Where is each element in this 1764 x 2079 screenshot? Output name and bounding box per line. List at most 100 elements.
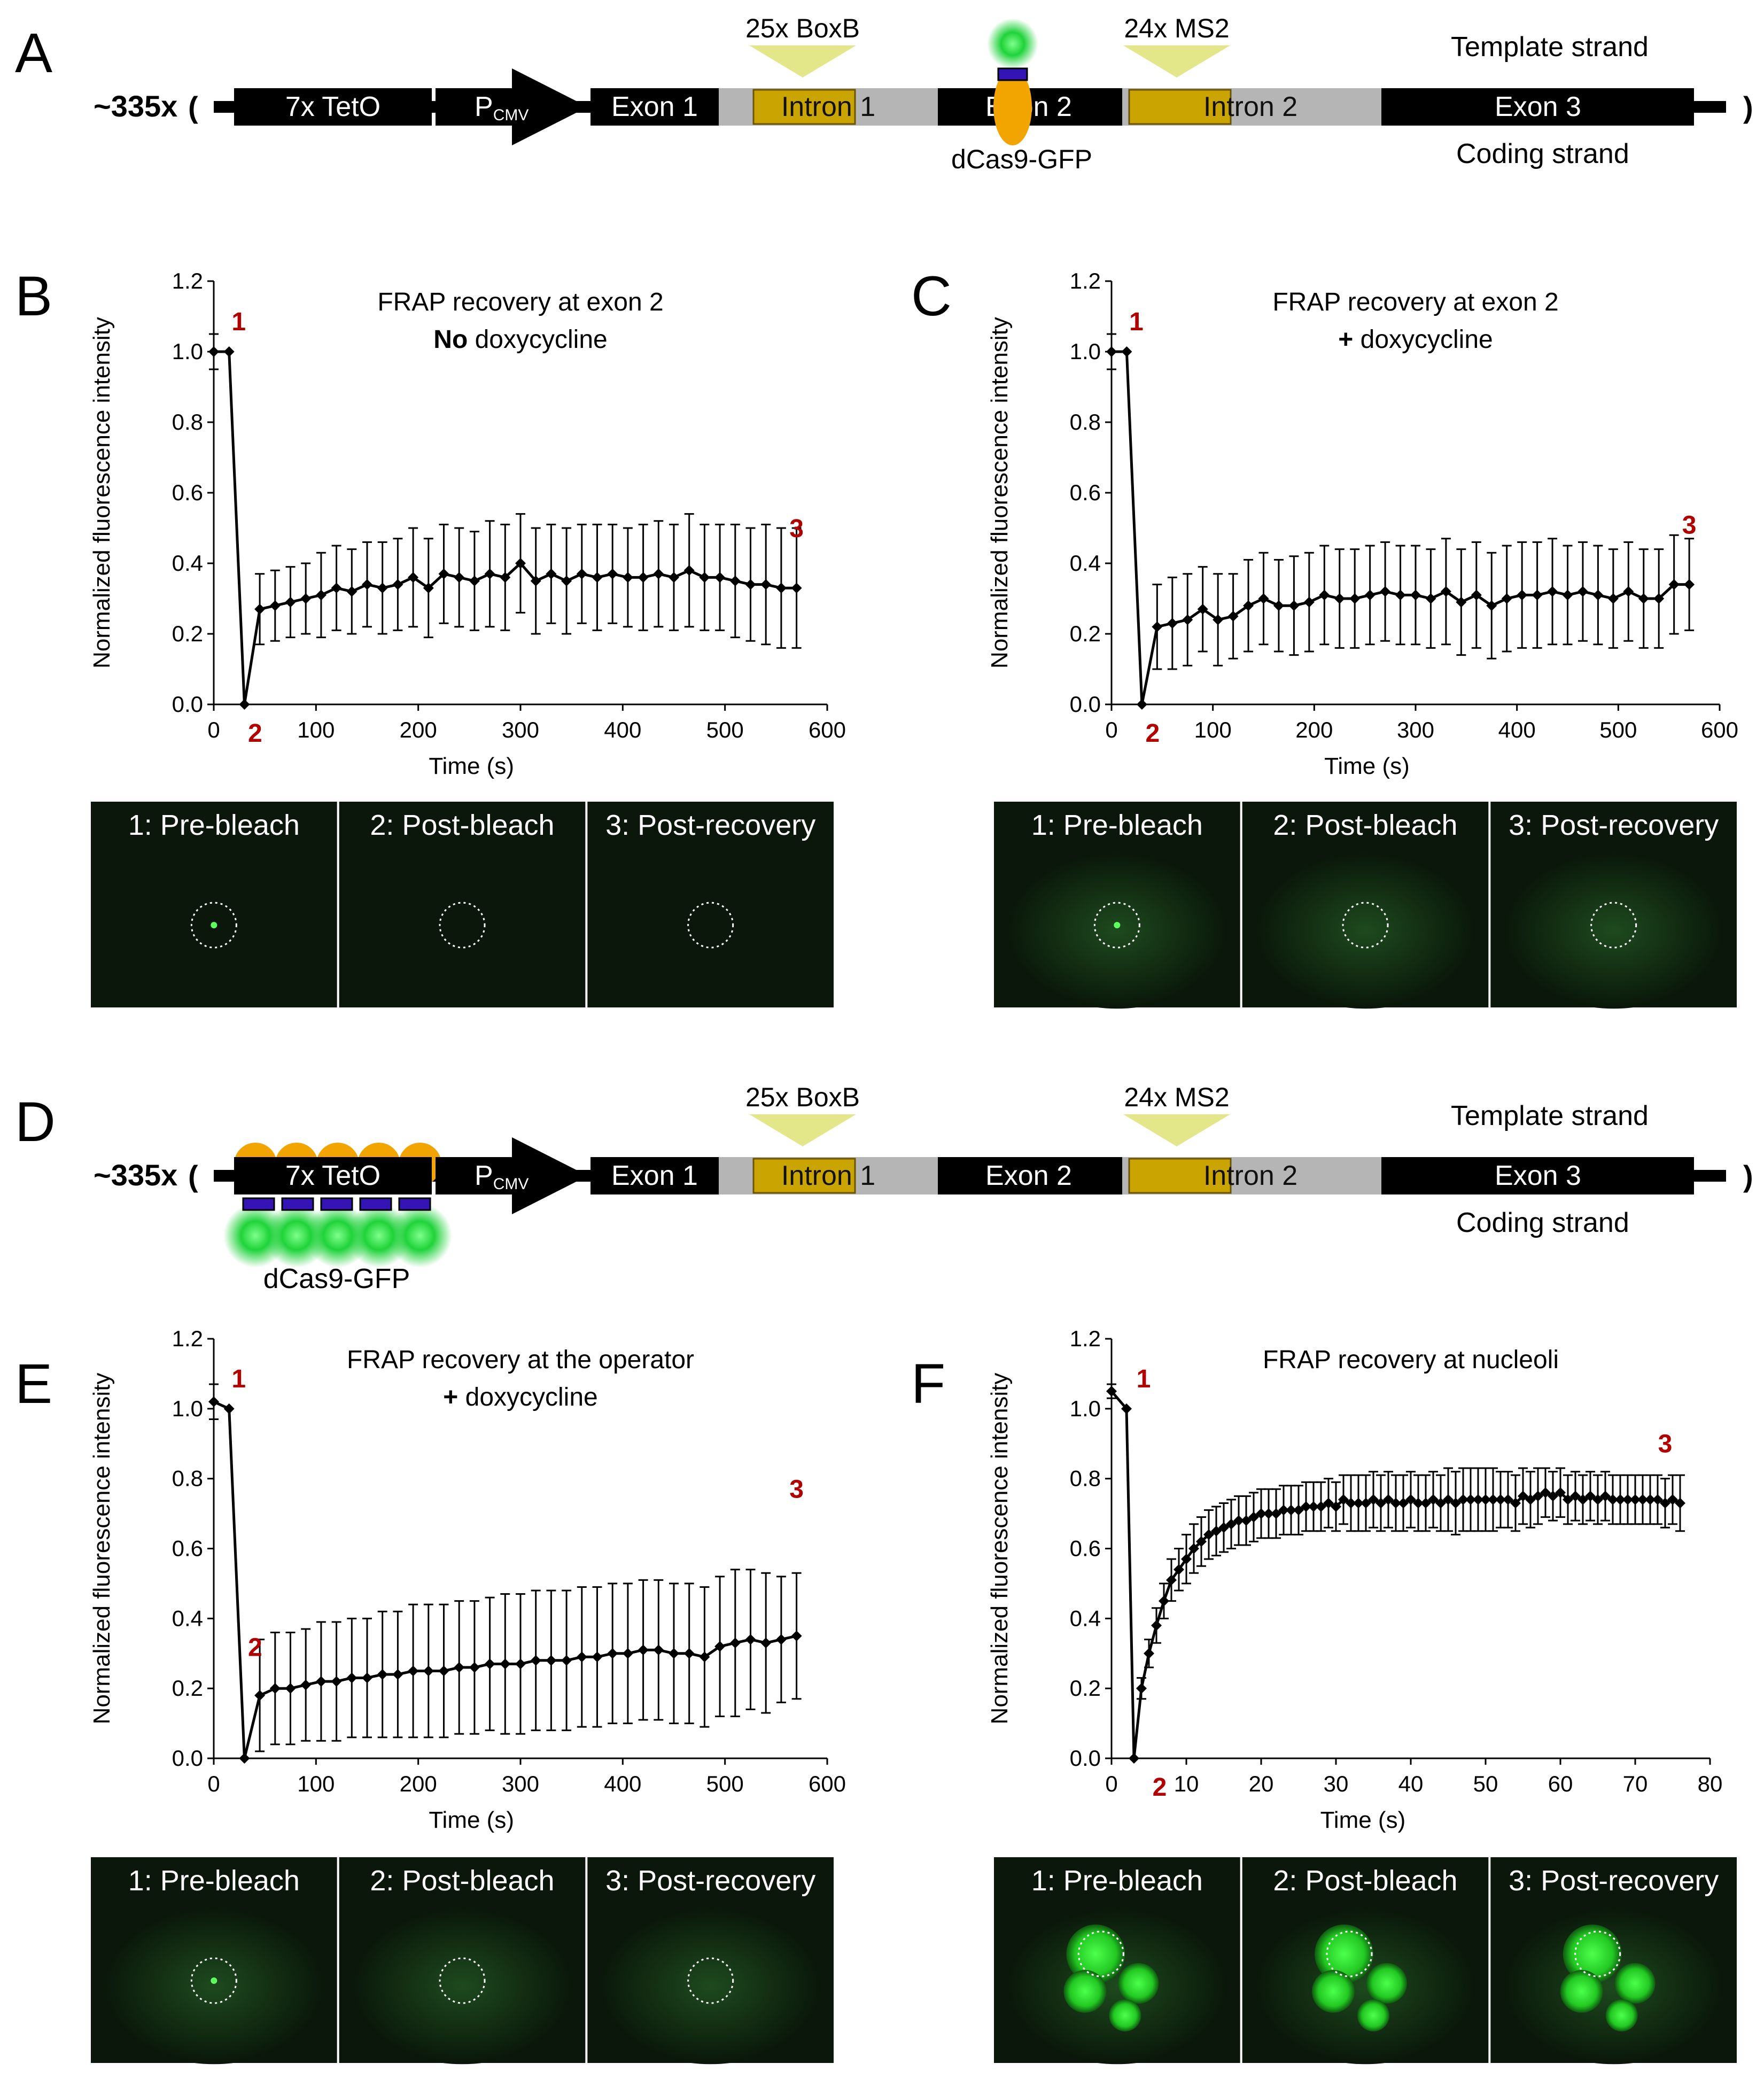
coding-strand-d: Coding strand — [1456, 1207, 1629, 1238]
data-point — [515, 558, 526, 569]
point-label-3: 3 — [789, 515, 804, 543]
data-point — [469, 1662, 480, 1673]
y-tick-label: 0.2 — [1070, 621, 1101, 646]
template-strand-d: Template strand — [1451, 1100, 1649, 1131]
data-point — [669, 1648, 679, 1659]
data-point — [285, 596, 296, 608]
data-point — [1458, 1494, 1468, 1505]
data-point — [1562, 589, 1573, 601]
copies-label: ~335x — [94, 89, 177, 123]
copies-label-d: ~335x — [94, 1158, 177, 1192]
data-point — [1525, 1494, 1536, 1505]
exon3-label-d: Exon 3 — [1495, 1160, 1581, 1191]
data-point — [1413, 1498, 1424, 1509]
data-point — [1518, 1491, 1528, 1502]
data-point — [1622, 1494, 1633, 1505]
chart-subtitle: + doxycycline — [443, 1383, 597, 1411]
data-point — [1473, 1494, 1483, 1505]
exon1-box-d — [590, 1157, 719, 1194]
data-point — [438, 568, 449, 579]
x-tick-label: 80 — [1698, 1771, 1723, 1796]
data-point — [1288, 600, 1300, 611]
chart-subtitle: + doxycycline — [1338, 325, 1493, 354]
ms2-label-d: 24x MS2 — [1124, 1082, 1229, 1112]
nucleolus — [1109, 1999, 1141, 2031]
nucleolus — [1560, 1970, 1603, 2013]
chart-title: FRAP recovery at the operator — [347, 1346, 694, 1374]
data-point — [1331, 1501, 1341, 1512]
data-point — [377, 1669, 388, 1680]
x-tick-label: 100 — [297, 1771, 335, 1796]
x-tick-label: 600 — [809, 1771, 846, 1796]
data-point — [546, 568, 557, 579]
open-paren-d: ( — [188, 1159, 198, 1193]
data-point — [223, 1403, 235, 1414]
data-point — [1121, 1403, 1132, 1414]
data-point — [745, 579, 756, 590]
y-axis-label: Normalized fluorescence intensity — [89, 1373, 115, 1725]
y-tick-label: 0.0 — [172, 692, 203, 717]
data-point — [1510, 1498, 1521, 1509]
promoter-label: PCMV — [475, 91, 529, 124]
gfp-spot — [211, 922, 217, 928]
data-point — [1152, 621, 1163, 632]
boxb-region — [752, 89, 856, 125]
data-point — [1338, 1494, 1349, 1505]
data-point — [1645, 1494, 1656, 1505]
point-label-1: 1 — [231, 308, 246, 336]
data-point — [1121, 346, 1132, 357]
data-point — [1667, 1494, 1678, 1505]
teto-label-d: 7x TetO — [285, 1160, 380, 1191]
open-paren: ( — [188, 90, 198, 124]
data-point — [1167, 618, 1178, 629]
data-point — [576, 1651, 587, 1663]
data-point — [1346, 1498, 1356, 1509]
data-point — [1607, 593, 1619, 604]
data-point — [484, 1658, 495, 1670]
point-label-3: 3 — [789, 1476, 804, 1504]
x-tick-label: 200 — [400, 1771, 437, 1796]
micrographs-b: 1: Pre-bleach 2: Post-bleach 3: Post-recov… — [91, 802, 834, 1007]
chart-subtitle-rest: doxycycline — [1353, 325, 1493, 354]
panel-letter-b: B — [15, 265, 52, 328]
panel-a: A ~335x ( 7x TetO PCMV Exon 1 Intron 1 E… — [15, 13, 1753, 174]
y-axis-label: Normalized fluorescence intensity — [89, 317, 115, 669]
micrograph-label: 1: Pre-bleach — [128, 1865, 300, 1897]
point-label-2: 2 — [1153, 1773, 1167, 1802]
data-point — [1390, 1498, 1401, 1509]
cell-body — [1006, 1907, 1228, 2065]
point-label-1: 1 — [1137, 1365, 1151, 1393]
data-point — [362, 1672, 372, 1684]
data-point — [239, 1753, 250, 1764]
data-point — [1376, 1498, 1386, 1509]
data-point — [714, 572, 726, 583]
micrograph-3: 3: Post-recovery — [587, 1857, 834, 2065]
data-point — [1563, 1494, 1573, 1505]
promoter-p-d: P — [475, 1160, 493, 1191]
data-point — [1480, 1494, 1491, 1505]
data-point — [377, 583, 388, 594]
data-point — [561, 576, 572, 586]
panel-d: D ~335x ( 7x TetO dCas9-GFP PCMV — [15, 1082, 1753, 1294]
data-point — [1495, 1494, 1506, 1505]
exon3-box-d — [1381, 1157, 1694, 1194]
data-point — [1592, 589, 1604, 601]
data-point — [1181, 1554, 1192, 1565]
x-tick-label: 30 — [1324, 1771, 1349, 1796]
x-tick-label: 0 — [1105, 1771, 1117, 1796]
data-point — [1144, 1648, 1154, 1659]
data-point — [1450, 1498, 1461, 1509]
intron2-label: Intron 2 — [1203, 91, 1297, 122]
y-tick-label: 0.6 — [172, 480, 203, 505]
y-tick-label: 0.4 — [172, 1605, 203, 1631]
data-point — [1623, 586, 1634, 597]
data-point — [1585, 1491, 1596, 1502]
data-point — [300, 593, 312, 604]
data-point — [1660, 1498, 1670, 1509]
boxb-label-d: 25x BoxB — [745, 1082, 860, 1112]
data-point — [1533, 1491, 1543, 1502]
data-point — [362, 579, 372, 590]
panel-letter-e: E — [15, 1353, 52, 1415]
y-tick-label: 1.0 — [172, 339, 203, 364]
data-point — [1486, 600, 1497, 611]
